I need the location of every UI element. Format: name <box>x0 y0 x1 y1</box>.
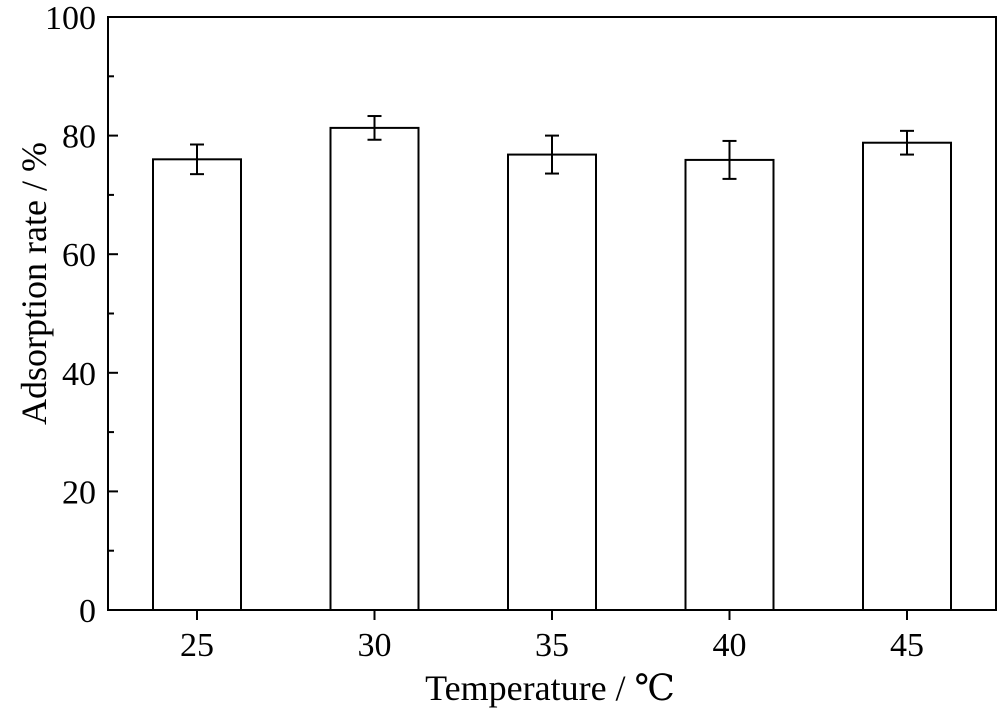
y-axis-ticks: 0 20 40 60 80 100 <box>45 0 118 630</box>
y-tick-label: 20 <box>62 474 96 511</box>
x-tick-label: 40 <box>713 627 747 664</box>
error-bar-35 <box>545 134 559 175</box>
y-tick-label: 60 <box>62 237 96 274</box>
bar-35 <box>507 153 597 612</box>
bar-40 <box>684 158 775 611</box>
error-bar-45 <box>900 129 914 156</box>
error-bar-40 <box>722 139 737 180</box>
error-bars-group <box>190 115 914 180</box>
x-axis-ticks: 25 30 35 40 45 <box>180 610 924 664</box>
bar-30 <box>329 126 420 612</box>
x-axis-label: Temperature / ℃ <box>425 668 675 708</box>
y-axis-label: Adsorption rate / % <box>14 142 54 425</box>
bar-45 <box>862 141 952 611</box>
bar-25 <box>152 158 242 611</box>
y-tick-label: 0 <box>79 593 96 630</box>
error-bar-30 <box>367 115 382 141</box>
y-tick-label: 40 <box>62 356 96 393</box>
x-tick-label: 25 <box>180 627 214 664</box>
y-tick-label: 80 <box>62 119 96 156</box>
error-bar-25 <box>190 143 204 176</box>
bars-group <box>152 126 952 612</box>
y-tick-label: 100 <box>45 0 96 37</box>
x-tick-label: 45 <box>890 627 924 664</box>
x-tick-label: 30 <box>358 627 392 664</box>
x-tick-label: 35 <box>535 627 569 664</box>
